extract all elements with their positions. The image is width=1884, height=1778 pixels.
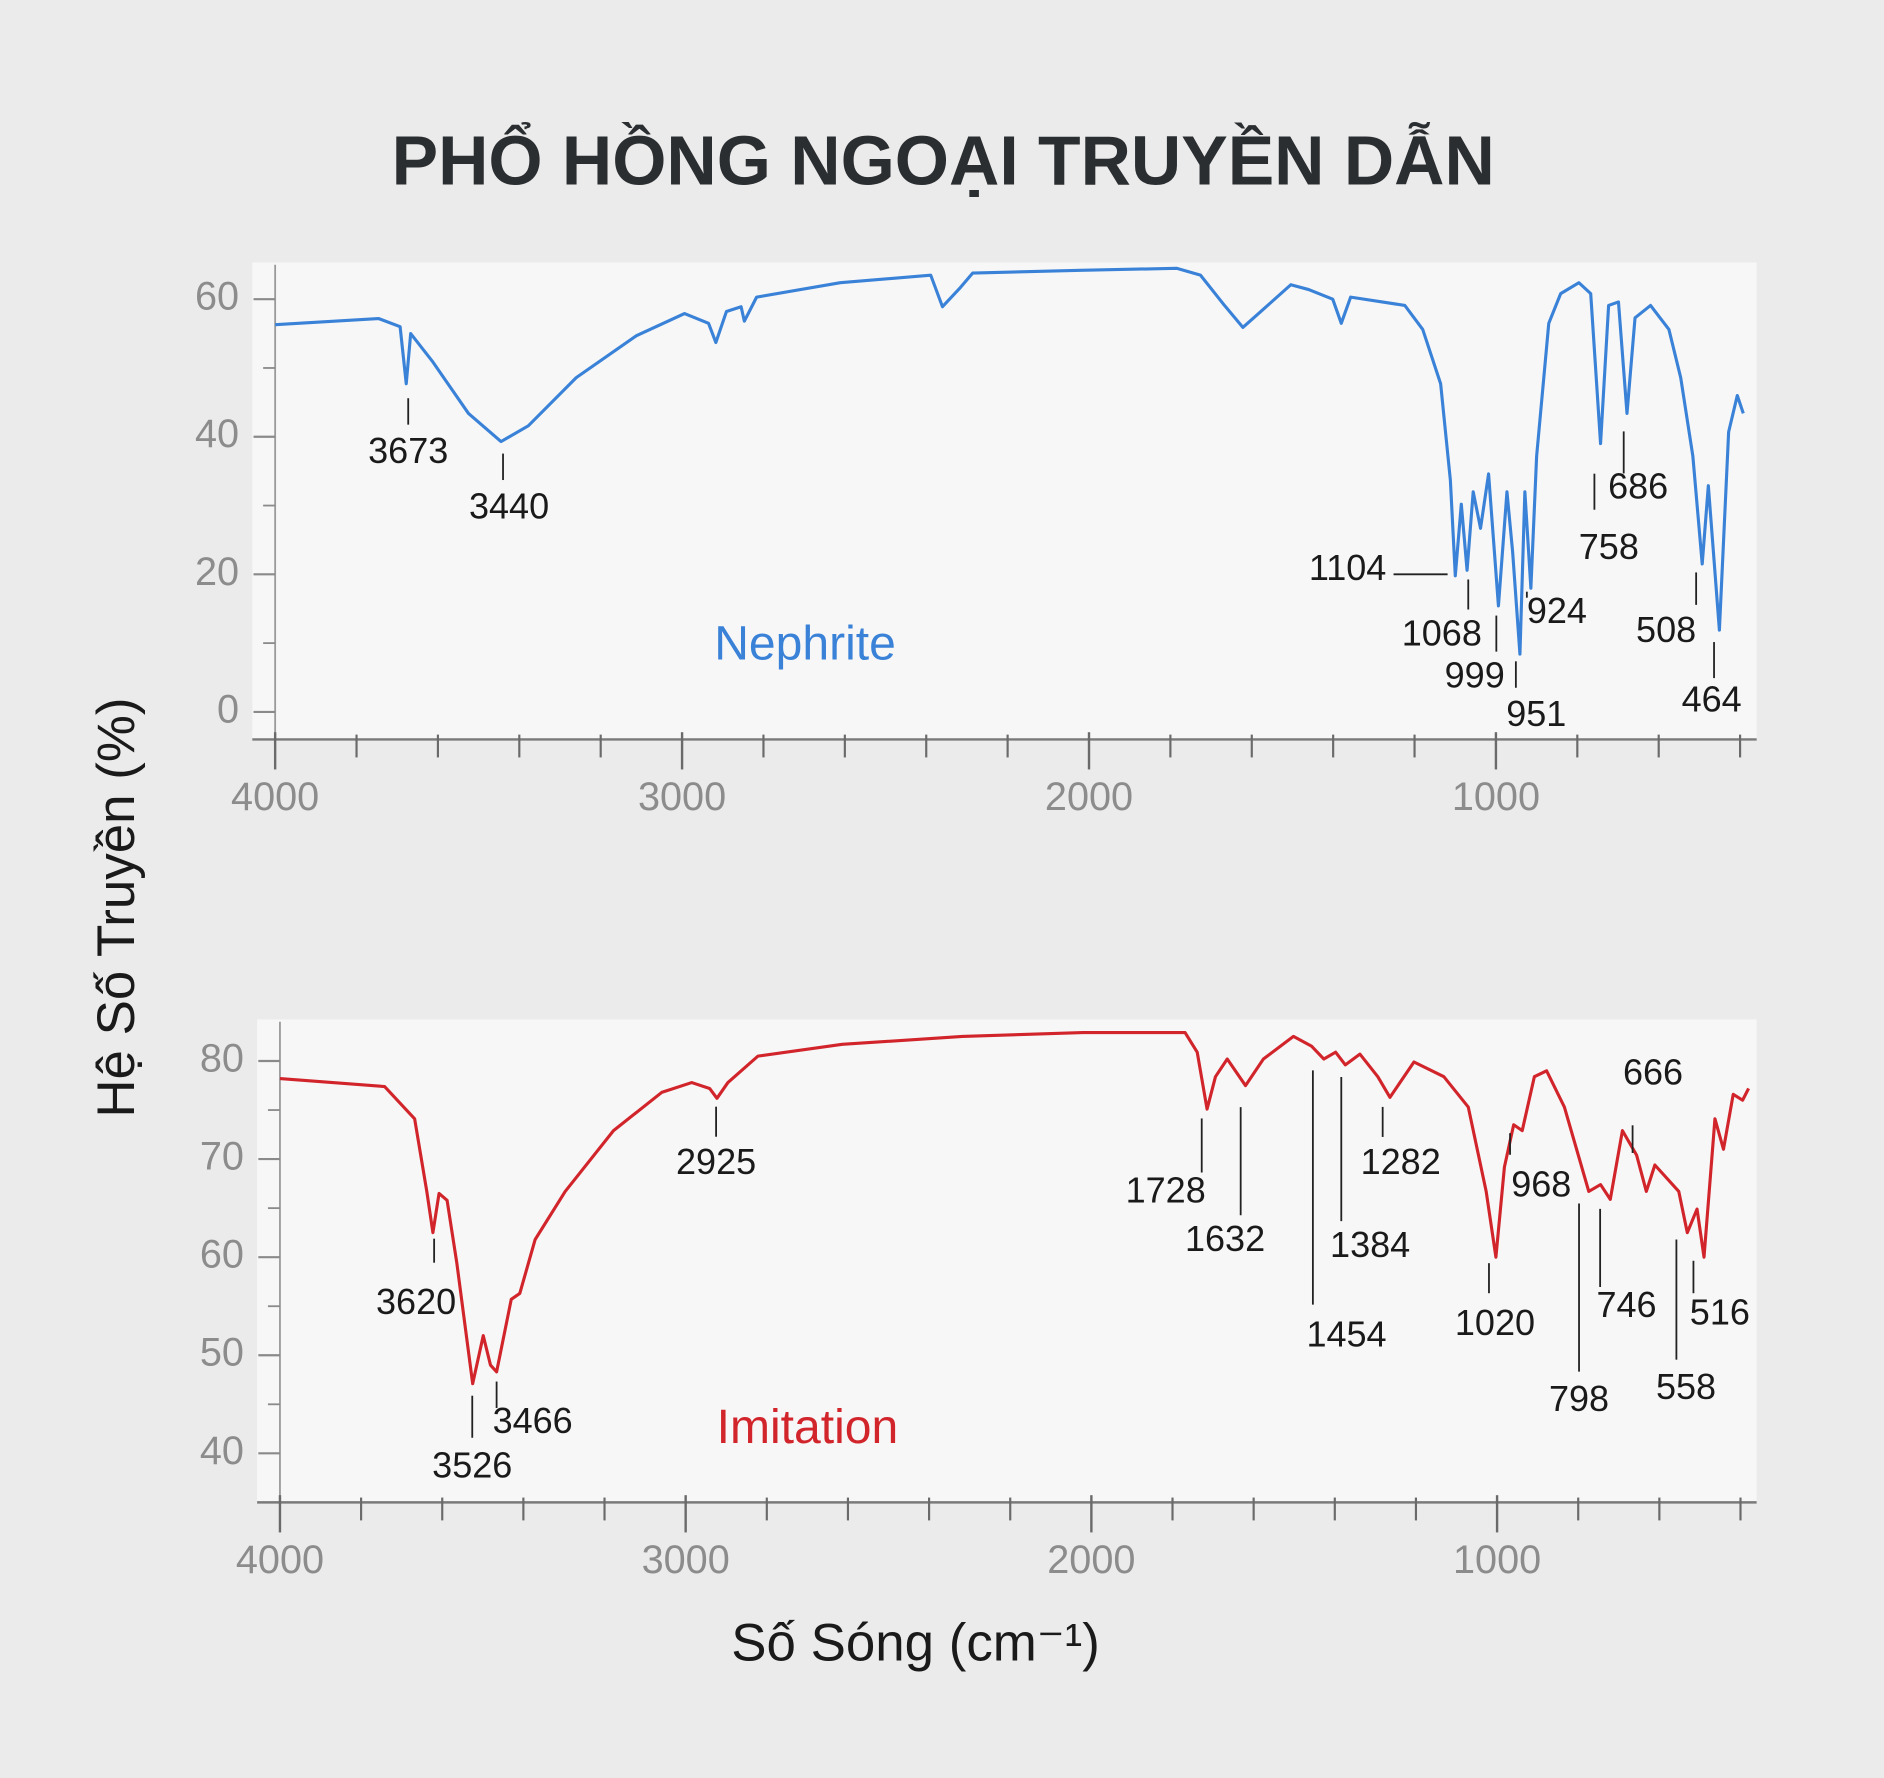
- x-tick-label: 4000: [236, 1538, 324, 1582]
- plot-area: [257, 1019, 1757, 1503]
- peak-label: 798: [1549, 1378, 1609, 1419]
- x-tick-label: 2000: [1045, 775, 1133, 819]
- y-tick-label: 20: [195, 550, 239, 594]
- peak-label: 464: [1682, 679, 1742, 720]
- peak-label: 1068: [1402, 612, 1482, 653]
- x-tick-label: 3000: [642, 1538, 730, 1582]
- peak-label: 3673: [368, 430, 448, 471]
- x-tick-label: 1000: [1452, 775, 1540, 819]
- page-title: PHỔ HỒNG NGOẠI TRUYỀN DẪN: [392, 121, 1495, 200]
- spectrum-line: [275, 266, 1745, 656]
- peak-label: 3620: [376, 1281, 456, 1322]
- y-tick-label: 50: [200, 1331, 244, 1375]
- y-tick-label: 40: [195, 412, 239, 456]
- peak-label: 2925: [676, 1141, 756, 1182]
- x-tick-label: 4000: [231, 775, 319, 819]
- peak-label: 3466: [493, 1400, 573, 1441]
- peak-label: 1104: [1309, 547, 1386, 588]
- peak-label: 1282: [1361, 1141, 1441, 1182]
- y-tick-label: 60: [195, 275, 239, 319]
- peak-label: 3440: [469, 485, 549, 526]
- x-axis-label: Số Sóng (cm⁻¹): [731, 1614, 1100, 1673]
- peak-label: 1632: [1185, 1218, 1265, 1259]
- peak-label: 999: [1445, 655, 1505, 696]
- series-label: Imitation: [717, 1400, 899, 1454]
- peak-label: 746: [1596, 1284, 1656, 1325]
- y-tick-label: 70: [200, 1135, 244, 1179]
- peak-label: 3526: [432, 1444, 512, 1485]
- peak-label: 1384: [1330, 1224, 1410, 1265]
- peak-label: 666: [1623, 1051, 1683, 1092]
- series-label: Nephrite: [714, 617, 896, 671]
- y-tick-label: 60: [200, 1233, 244, 1277]
- peak-label: 686: [1608, 466, 1668, 507]
- y-tick-label: 0: [217, 687, 239, 731]
- peak-label: 1020: [1455, 1302, 1535, 1343]
- x-tick-label: 2000: [1047, 1538, 1135, 1582]
- peak-label: 558: [1656, 1366, 1716, 1407]
- spectrum-line: [279, 1031, 1750, 1386]
- peak-label: 924: [1527, 590, 1587, 631]
- peak-label: 1728: [1126, 1169, 1206, 1210]
- y-axis-label: Hệ Số Truyền (%): [87, 698, 146, 1118]
- x-tick-label: 3000: [638, 775, 726, 819]
- y-tick-label: 40: [200, 1429, 244, 1473]
- peak-label: 516: [1690, 1291, 1750, 1332]
- peak-label: 758: [1579, 526, 1639, 567]
- peak-label: 508: [1636, 609, 1696, 650]
- peak-label: 951: [1506, 693, 1566, 734]
- x-tick-label: 1000: [1453, 1538, 1541, 1582]
- peak-label: 1454: [1306, 1314, 1386, 1355]
- peak-label: 968: [1511, 1164, 1571, 1205]
- y-tick-label: 80: [200, 1036, 244, 1080]
